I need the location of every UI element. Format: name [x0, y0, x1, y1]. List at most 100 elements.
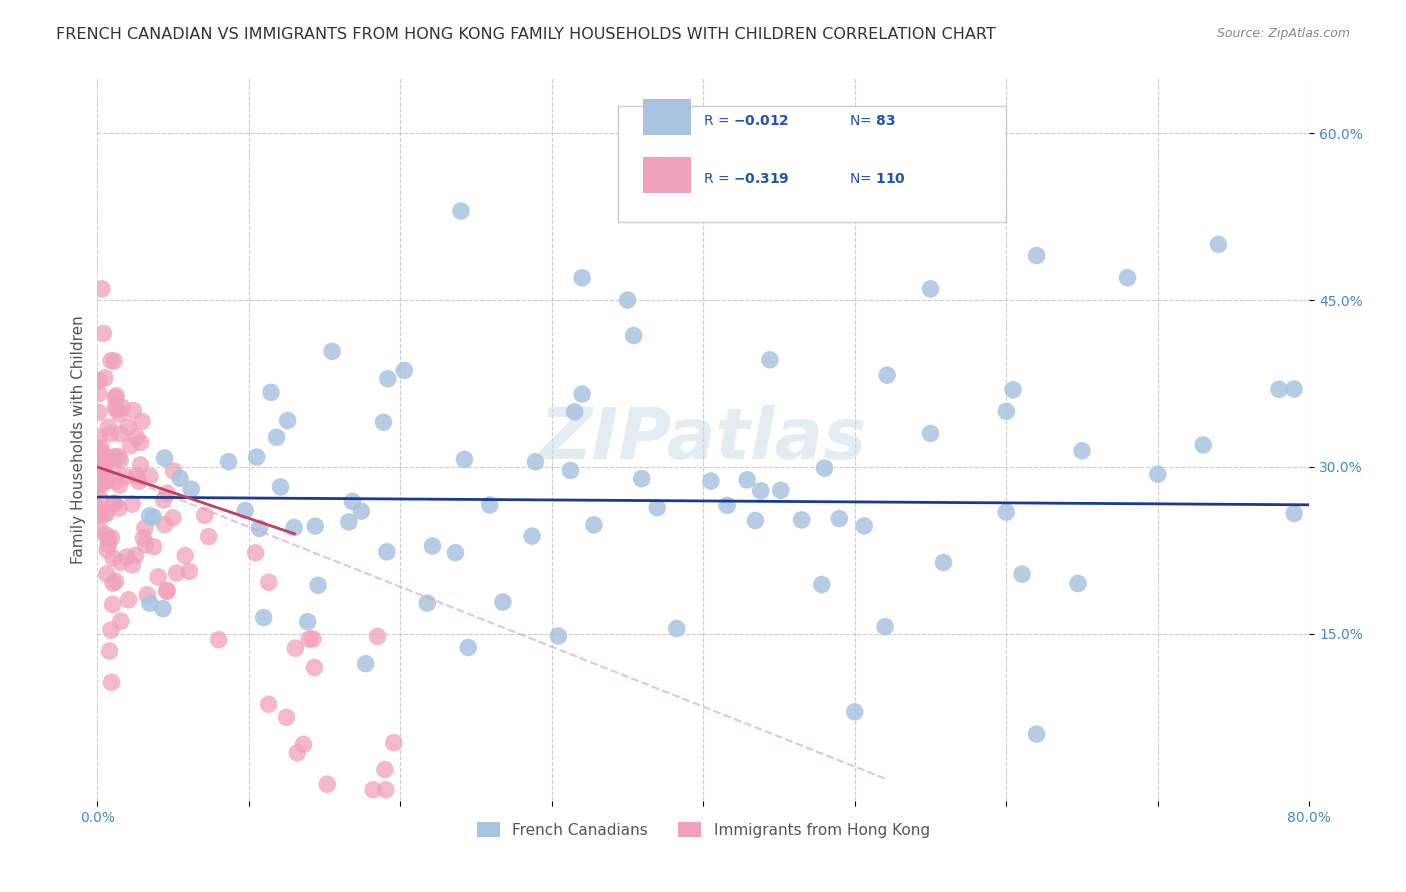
Point — [89, 491, 111, 506]
Point — [1268, 383, 1291, 397]
Point — [354, 657, 377, 671]
Point — [995, 505, 1018, 519]
Point — [103, 354, 125, 368]
Bar — [643, 157, 692, 194]
Point — [142, 540, 165, 554]
Point — [100, 531, 122, 545]
Text: R = $\mathbf{-0.319}$: R = $\mathbf{-0.319}$ — [703, 172, 790, 186]
Point — [89, 450, 111, 465]
Point — [180, 482, 202, 496]
Point — [156, 486, 179, 500]
Point — [129, 435, 152, 450]
Point — [875, 620, 897, 634]
Point — [125, 549, 148, 563]
Point — [759, 352, 782, 367]
Point — [121, 497, 143, 511]
Point — [270, 480, 292, 494]
Point — [374, 782, 396, 797]
Point — [97, 420, 120, 434]
Point — [844, 705, 866, 719]
Point — [156, 583, 179, 598]
Point — [91, 475, 114, 490]
Point — [266, 430, 288, 444]
Point — [630, 472, 652, 486]
Point — [1025, 727, 1047, 741]
Text: R = $\mathbf{-0.012}$: R = $\mathbf{-0.012}$ — [703, 114, 790, 128]
Point — [716, 499, 738, 513]
Point — [139, 469, 162, 483]
Point — [547, 629, 569, 643]
Point — [100, 426, 122, 441]
Point — [1208, 237, 1230, 252]
Point — [297, 615, 319, 629]
Point — [162, 510, 184, 524]
Point — [90, 445, 112, 459]
Point — [114, 469, 136, 483]
Point — [560, 463, 582, 477]
Point — [125, 430, 148, 444]
Point — [96, 507, 118, 521]
Point — [117, 592, 139, 607]
Point — [316, 777, 339, 791]
Point — [139, 596, 162, 610]
Point — [1192, 438, 1215, 452]
Point — [382, 736, 405, 750]
Legend: French Canadians, Immigrants from Hong Kong: French Canadians, Immigrants from Hong K… — [471, 815, 936, 844]
Point — [162, 464, 184, 478]
Point — [179, 565, 201, 579]
Point — [110, 426, 132, 441]
Point — [283, 520, 305, 534]
Point — [1071, 443, 1094, 458]
Text: FRENCH CANADIAN VS IMMIGRANTS FROM HONG KONG FAMILY HOUSEHOLDS WITH CHILDREN COR: FRENCH CANADIAN VS IMMIGRANTS FROM HONG … — [56, 27, 995, 42]
Text: N= $\mathbf{83}$: N= $\mathbf{83}$ — [849, 114, 896, 128]
Point — [93, 508, 115, 522]
Point — [111, 401, 134, 415]
Point — [103, 496, 125, 510]
Point — [208, 632, 231, 647]
Point — [94, 371, 117, 385]
Point — [87, 374, 110, 388]
Text: ZIPatlas: ZIPatlas — [540, 405, 868, 474]
Point — [478, 498, 501, 512]
Point — [148, 570, 170, 584]
Point — [277, 413, 299, 427]
Point — [247, 521, 270, 535]
Point — [749, 483, 772, 498]
Point — [245, 546, 267, 560]
Point — [93, 459, 115, 474]
Point — [125, 468, 148, 483]
Point — [284, 641, 307, 656]
Point — [152, 493, 174, 508]
Point — [93, 326, 115, 341]
Point — [104, 391, 127, 405]
Point — [103, 497, 125, 511]
Point — [87, 501, 110, 516]
Point — [100, 353, 122, 368]
Point — [100, 623, 122, 637]
Point — [252, 610, 274, 624]
Point — [422, 539, 444, 553]
Point — [1116, 270, 1139, 285]
Point — [350, 504, 373, 518]
Point — [87, 386, 110, 401]
Point — [298, 632, 321, 647]
Point — [828, 511, 851, 525]
Point — [197, 530, 219, 544]
Point — [110, 614, 132, 628]
Point — [90, 478, 112, 492]
Point — [218, 454, 240, 468]
Point — [120, 439, 142, 453]
Point — [122, 403, 145, 417]
Point — [1282, 382, 1305, 396]
Point — [91, 465, 114, 479]
Point — [90, 282, 112, 296]
Point — [96, 474, 118, 488]
Point — [920, 426, 942, 441]
Point — [105, 389, 128, 403]
Point — [153, 450, 176, 465]
Point — [166, 566, 188, 580]
Point — [93, 449, 115, 463]
Point — [524, 455, 547, 469]
Point — [1146, 467, 1168, 482]
Point — [97, 537, 120, 551]
